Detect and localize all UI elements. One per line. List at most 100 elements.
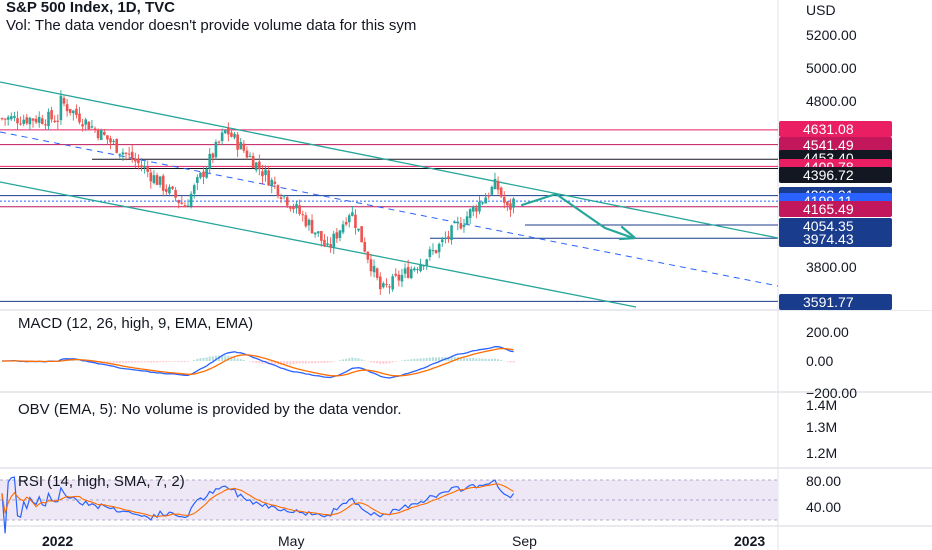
candle	[369, 254, 373, 277]
channel-mid-line[interactable]	[0, 131, 779, 287]
price-tag-3974-43[interactable]: 3974.43	[779, 231, 892, 247]
horizontal-levels[interactable]	[0, 129, 778, 302]
candle	[475, 204, 478, 219]
candle	[189, 191, 193, 209]
price-tag-4631-08[interactable]: 4631.08	[779, 121, 892, 137]
candle	[3, 118, 7, 126]
macd-tick: 0.00	[806, 353, 833, 369]
candle	[391, 273, 394, 292]
price-tag-label: 3974.43	[803, 231, 854, 247]
candle	[130, 145, 134, 163]
candle	[307, 218, 311, 231]
candle	[282, 194, 286, 200]
candle	[25, 113, 29, 126]
candle	[357, 228, 360, 232]
candle	[329, 237, 332, 253]
candle	[220, 128, 224, 145]
rsi-pane[interactable]: RSI (14, high, SMA, 7, 2) 80.00 40.00	[0, 473, 841, 534]
candle	[137, 154, 140, 170]
candle	[264, 165, 267, 182]
candle	[499, 186, 503, 199]
candle	[453, 220, 456, 224]
price-tags[interactable]: 4631.084541.494453.404409.784396.724232.…	[779, 121, 892, 310]
price-tag-4165-49[interactable]: 4165.49	[779, 201, 892, 217]
macd-pane[interactable]: MACD (12, 26, high, 9, EMA, EMA) 200.00 …	[2, 315, 932, 401]
projection-arrow[interactable]	[520, 192, 637, 241]
candle	[270, 177, 274, 194]
candle	[118, 153, 122, 159]
candle	[211, 152, 215, 164]
candle	[465, 211, 469, 226]
candle	[267, 165, 270, 186]
time-label-sep: Sep	[512, 533, 537, 549]
candle	[385, 278, 388, 288]
candle	[72, 109, 75, 121]
candle	[121, 148, 125, 162]
candle	[140, 158, 143, 172]
candle	[93, 126, 97, 133]
candle	[400, 268, 404, 288]
price-tag-4054-35[interactable]: 4054.35	[779, 218, 892, 234]
candle	[171, 185, 174, 191]
candle	[28, 116, 32, 130]
price-candles	[0, 90, 515, 295]
candle	[87, 121, 91, 130]
candle	[295, 201, 298, 214]
candle	[335, 228, 339, 243]
candle	[180, 195, 184, 205]
price-tag-label: 3591.77	[803, 294, 854, 310]
candle	[506, 200, 509, 211]
candle	[41, 114, 44, 125]
candle	[109, 135, 112, 150]
candle	[236, 132, 239, 158]
channel-upper-line[interactable]	[0, 81, 779, 239]
candle	[388, 284, 391, 294]
candle	[84, 117, 88, 131]
candle	[239, 137, 243, 150]
rsi-tick: 80.00	[806, 473, 841, 489]
candle	[496, 176, 500, 195]
candle	[174, 187, 177, 202]
candle	[227, 122, 230, 142]
price-tick: 5000.00	[806, 60, 857, 76]
candle	[450, 224, 453, 245]
price-tag-3591-77[interactable]: 3591.77	[779, 294, 892, 310]
candle	[44, 119, 47, 131]
obv-tick: 1.2M	[806, 445, 837, 461]
chart-title: S&P 500 Index, 1D, TVC	[6, 0, 175, 16]
candle	[298, 199, 301, 216]
candle	[409, 266, 413, 280]
candle	[512, 197, 515, 214]
trend-channel[interactable]	[0, 81, 779, 308]
candle	[168, 184, 171, 197]
price-tag-4541-49[interactable]: 4541.49	[779, 137, 892, 153]
candle	[484, 193, 487, 204]
candle	[332, 230, 336, 255]
candle	[468, 208, 472, 225]
candle	[165, 184, 168, 195]
candle	[223, 129, 227, 135]
candle	[471, 205, 475, 217]
candle	[251, 152, 255, 169]
channel-lower-line[interactable]	[0, 181, 637, 308]
price-tick: 4800.00	[806, 93, 857, 109]
candle	[481, 201, 484, 205]
candle	[490, 185, 494, 196]
candle	[22, 114, 26, 126]
candle	[502, 191, 506, 209]
rsi-title: RSI (14, high, SMA, 7, 2)	[18, 473, 185, 490]
candle	[112, 138, 115, 145]
time-axis[interactable]: 2022 May Sep 2023	[42, 533, 765, 549]
candle	[437, 242, 441, 259]
candle	[509, 198, 512, 217]
candle	[233, 132, 236, 140]
candle	[310, 214, 314, 234]
candle	[217, 140, 221, 146]
candle	[462, 218, 466, 233]
price-tag-4396-72[interactable]: 4396.72	[779, 167, 892, 183]
candle	[31, 117, 35, 128]
candle	[13, 111, 16, 122]
candle	[19, 116, 22, 126]
obv-pane[interactable]: OBV (EMA, 5): No volume is provided by t…	[18, 397, 837, 461]
